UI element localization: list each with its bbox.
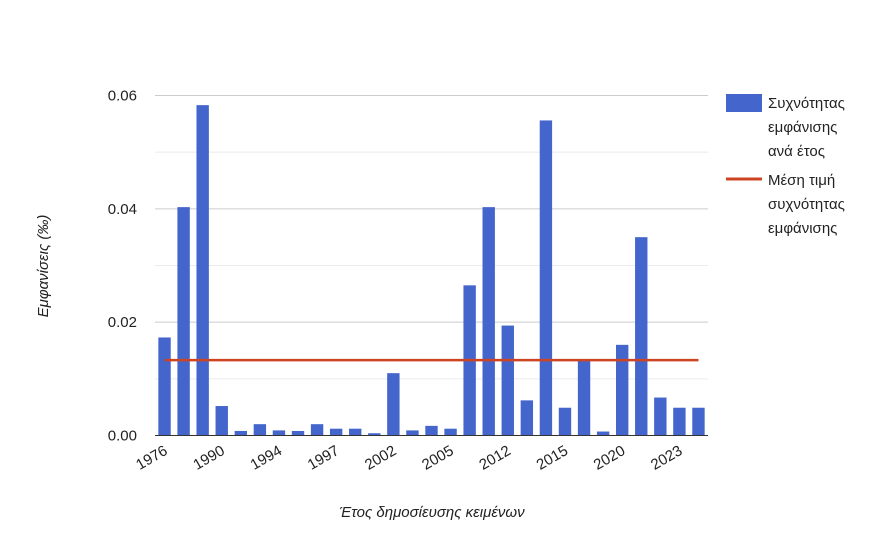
x-tick-label: 2020 xyxy=(591,442,628,473)
bar xyxy=(482,207,495,436)
bars xyxy=(158,105,705,436)
bar xyxy=(310,424,324,436)
y-tick-label: 0.04 xyxy=(108,201,137,218)
bar xyxy=(177,207,190,436)
y-tick-label: 0.00 xyxy=(108,428,137,445)
bar xyxy=(215,406,228,436)
x-tick-label: 2005 xyxy=(419,442,456,473)
x-tick-label: 1990 xyxy=(190,442,227,473)
legend-bar-label: Συχνότητας εμφάνισης ανά έτος xyxy=(768,95,849,160)
bar xyxy=(673,407,686,436)
x-axis-title: Έτος δημοσίευσης κειμένων xyxy=(339,504,525,521)
legend-item-mean: Μέση τιμή συχνότητας εμφάνισης xyxy=(726,172,849,237)
y-axis-ticks: 0.00 0.02 0.04 0.06 xyxy=(108,88,137,445)
legend-bar-swatch xyxy=(726,94,762,112)
bar xyxy=(253,424,267,436)
x-tick-label: 2023 xyxy=(648,442,685,473)
x-tick-label: 2012 xyxy=(476,442,513,473)
bar xyxy=(349,428,362,436)
x-tick-label: 1997 xyxy=(305,442,342,473)
bar xyxy=(558,407,572,436)
bar xyxy=(635,237,648,436)
legend: Συχνότητας εμφάνισης ανά έτος Μέση τιμή … xyxy=(726,94,849,237)
bar xyxy=(444,428,457,436)
y-tick-label: 0.02 xyxy=(108,314,137,331)
x-axis-ticks: 1976 1990 1994 1997 2002 2005 2012 2015 2020 2023 xyxy=(133,442,685,473)
x-tick-label: 2002 xyxy=(362,442,399,473)
bar xyxy=(425,425,438,436)
bar xyxy=(158,337,171,436)
legend-mean-label: Μέση τιμή συχνότητας εμφάνισης xyxy=(768,172,849,237)
bar xyxy=(539,120,553,436)
bar xyxy=(596,431,610,436)
bar xyxy=(501,325,514,436)
bar xyxy=(368,433,381,436)
x-tick-label: 1976 xyxy=(133,442,170,473)
y-axis-title: Εμφανίσεις (‰) xyxy=(35,215,52,318)
y-tick-label: 0.06 xyxy=(108,88,137,105)
x-tick-label: 1994 xyxy=(248,442,285,473)
bar xyxy=(577,360,591,436)
bar xyxy=(387,373,400,436)
bar xyxy=(291,430,305,436)
bar xyxy=(615,344,629,436)
legend-item-bars: Συχνότητας εμφάνισης ανά έτος xyxy=(726,94,849,160)
bar xyxy=(692,407,705,436)
bar xyxy=(234,430,248,436)
x-tick-label: 2015 xyxy=(534,442,571,473)
grid xyxy=(155,95,708,380)
bar xyxy=(196,105,209,436)
bar xyxy=(406,430,419,436)
bar xyxy=(520,400,534,436)
bar xyxy=(654,397,667,436)
bar xyxy=(329,428,343,436)
bar xyxy=(272,430,286,436)
